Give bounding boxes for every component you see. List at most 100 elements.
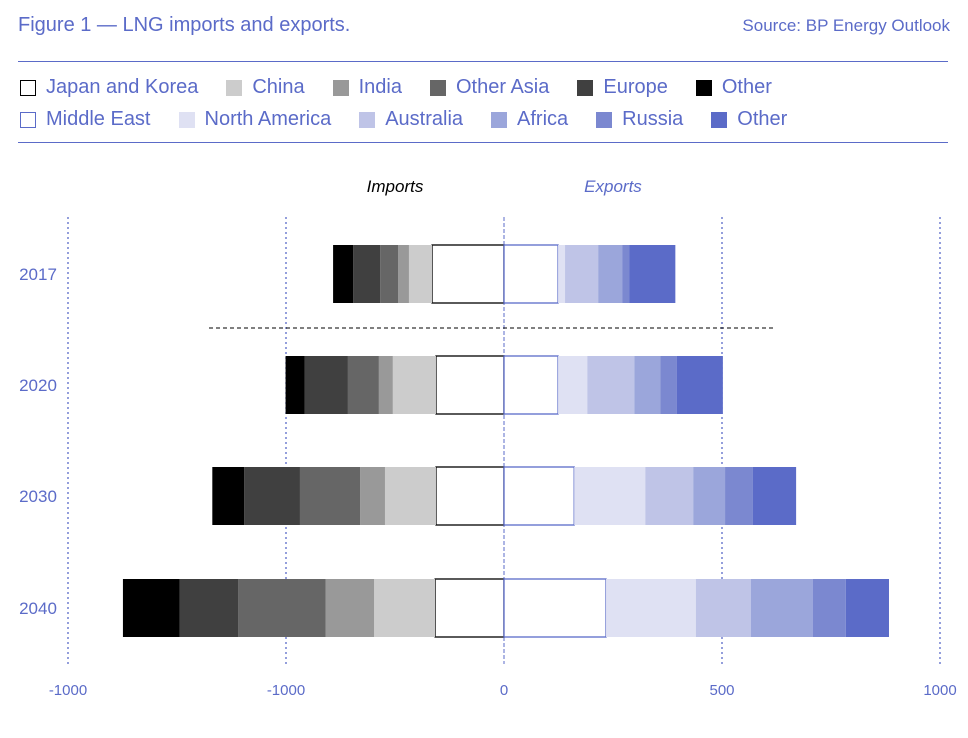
bar-import-china: [392, 356, 436, 414]
legend-item: Other Asia: [429, 76, 550, 99]
legend-item: Australia: [359, 108, 463, 131]
bar-export-australia: [645, 467, 694, 525]
legend-swatch: [178, 111, 195, 128]
bar-export-australia: [695, 579, 751, 637]
bar-import-japan-and-korea: [431, 244, 505, 304]
bar-export-north-america: [606, 579, 696, 637]
x-tick-label: 1000: [923, 682, 956, 699]
bar-import-europe: [244, 467, 300, 525]
legend-swatch: [577, 79, 594, 96]
bar-export-middle-east: [503, 578, 607, 638]
bar-import-india: [398, 245, 409, 303]
legend-item: India: [332, 76, 402, 99]
legend-label: Africa: [517, 108, 569, 130]
bar-export-russia: [725, 467, 753, 525]
divider: [18, 142, 948, 143]
bar-export-middle-east: [503, 244, 559, 304]
bar-import-india: [325, 579, 375, 637]
bar-import-other: [122, 579, 180, 637]
bar-export-australia: [587, 356, 635, 414]
bar-import-china: [384, 467, 436, 525]
x-tick-label: -1000: [267, 682, 305, 699]
bar-export-africa: [598, 245, 623, 303]
legend-label: Other: [737, 108, 788, 130]
legend-item: Other: [695, 76, 772, 99]
bar-import-japan-and-korea: [434, 578, 505, 638]
legend-swatch: [596, 111, 613, 128]
source-note: Source: BP Energy Outlook: [742, 16, 950, 35]
bar-export-north-america: [558, 245, 566, 303]
legend-swatch: [20, 111, 36, 128]
bar-import-india: [378, 356, 393, 414]
legend-swatch: [429, 79, 446, 96]
figure-title: Figure 1 — LNG imports and exports.: [18, 14, 351, 36]
legend-label: China: [252, 76, 305, 98]
legend-swatch: [711, 111, 728, 128]
bar-export-russia: [812, 579, 846, 637]
x-tick-label: 0: [500, 682, 508, 699]
bar-import-other-asia: [380, 245, 399, 303]
legend-item: North America: [178, 108, 332, 131]
legend-label: India: [358, 76, 402, 98]
legend-swatch: [332, 79, 349, 96]
legend-label: Other Asia: [455, 76, 550, 98]
bar-export-russia: [660, 356, 677, 414]
legend-item: Japan and Korea: [20, 76, 198, 99]
bar-export-other: [676, 356, 723, 414]
bar-export-africa: [634, 356, 661, 414]
bar-import-china: [374, 579, 436, 637]
legend-label: Europe: [603, 76, 668, 98]
bar-export-north-america: [574, 467, 646, 525]
legend-swatch: [695, 79, 712, 96]
legend-exports: Middle East North America Australia Africa R…: [20, 108, 815, 131]
bar-import-other-asia: [238, 579, 326, 637]
bar-export-other: [845, 579, 889, 637]
bar-import-india: [360, 467, 385, 525]
bar-import-europe: [304, 356, 348, 414]
bar-export-africa: [693, 467, 726, 525]
year-label: 2017: [19, 265, 57, 284]
bar-import-japan-and-korea: [435, 466, 505, 526]
legend-swatch: [491, 111, 508, 128]
exports-label: Exports: [584, 177, 642, 196]
bar-export-australia: [565, 245, 599, 303]
legend-item: Europe: [577, 76, 668, 99]
bar-import-europe: [179, 579, 239, 637]
legend-item: Other: [711, 108, 787, 131]
legend-label: Other: [721, 76, 772, 98]
bar-import-europe: [353, 245, 381, 303]
bar-import-other: [285, 356, 305, 414]
year-label: 2030: [19, 487, 57, 506]
legend-swatch: [359, 111, 376, 128]
x-tick-label: -1000: [49, 682, 87, 699]
bar-import-other: [333, 245, 354, 303]
bar-export-other: [752, 467, 797, 525]
bar-export-africa: [750, 579, 813, 637]
legend-label: Japan and Korea: [46, 76, 199, 98]
bar-import-china: [408, 245, 433, 303]
legend-swatch: [226, 79, 243, 96]
bar-export-north-america: [558, 356, 588, 414]
bar-export-russia: [622, 245, 630, 303]
legend-item: Russia: [596, 108, 683, 131]
legend-swatch: [20, 79, 36, 96]
legend-imports: Japan and Korea China India Other Asia Europ…: [20, 76, 800, 99]
divider: [18, 61, 948, 62]
legend-label: Middle East: [46, 108, 151, 130]
year-label: 2040: [19, 599, 57, 618]
bar-export-middle-east: [503, 355, 559, 415]
bar-export-other: [629, 245, 676, 303]
imports-label: Imports: [367, 177, 424, 196]
bar-import-other-asia: [347, 356, 379, 414]
bar-export-middle-east: [503, 466, 575, 526]
legend-label: Australia: [385, 108, 464, 130]
legend-item: China: [226, 76, 305, 99]
legend-item: Africa: [491, 108, 568, 131]
legend-label: North America: [204, 108, 332, 130]
bar-import-other-asia: [299, 467, 361, 525]
legend-item: Middle East: [20, 108, 151, 131]
bar-import-other: [212, 467, 245, 525]
legend-label: Russia: [622, 108, 684, 130]
